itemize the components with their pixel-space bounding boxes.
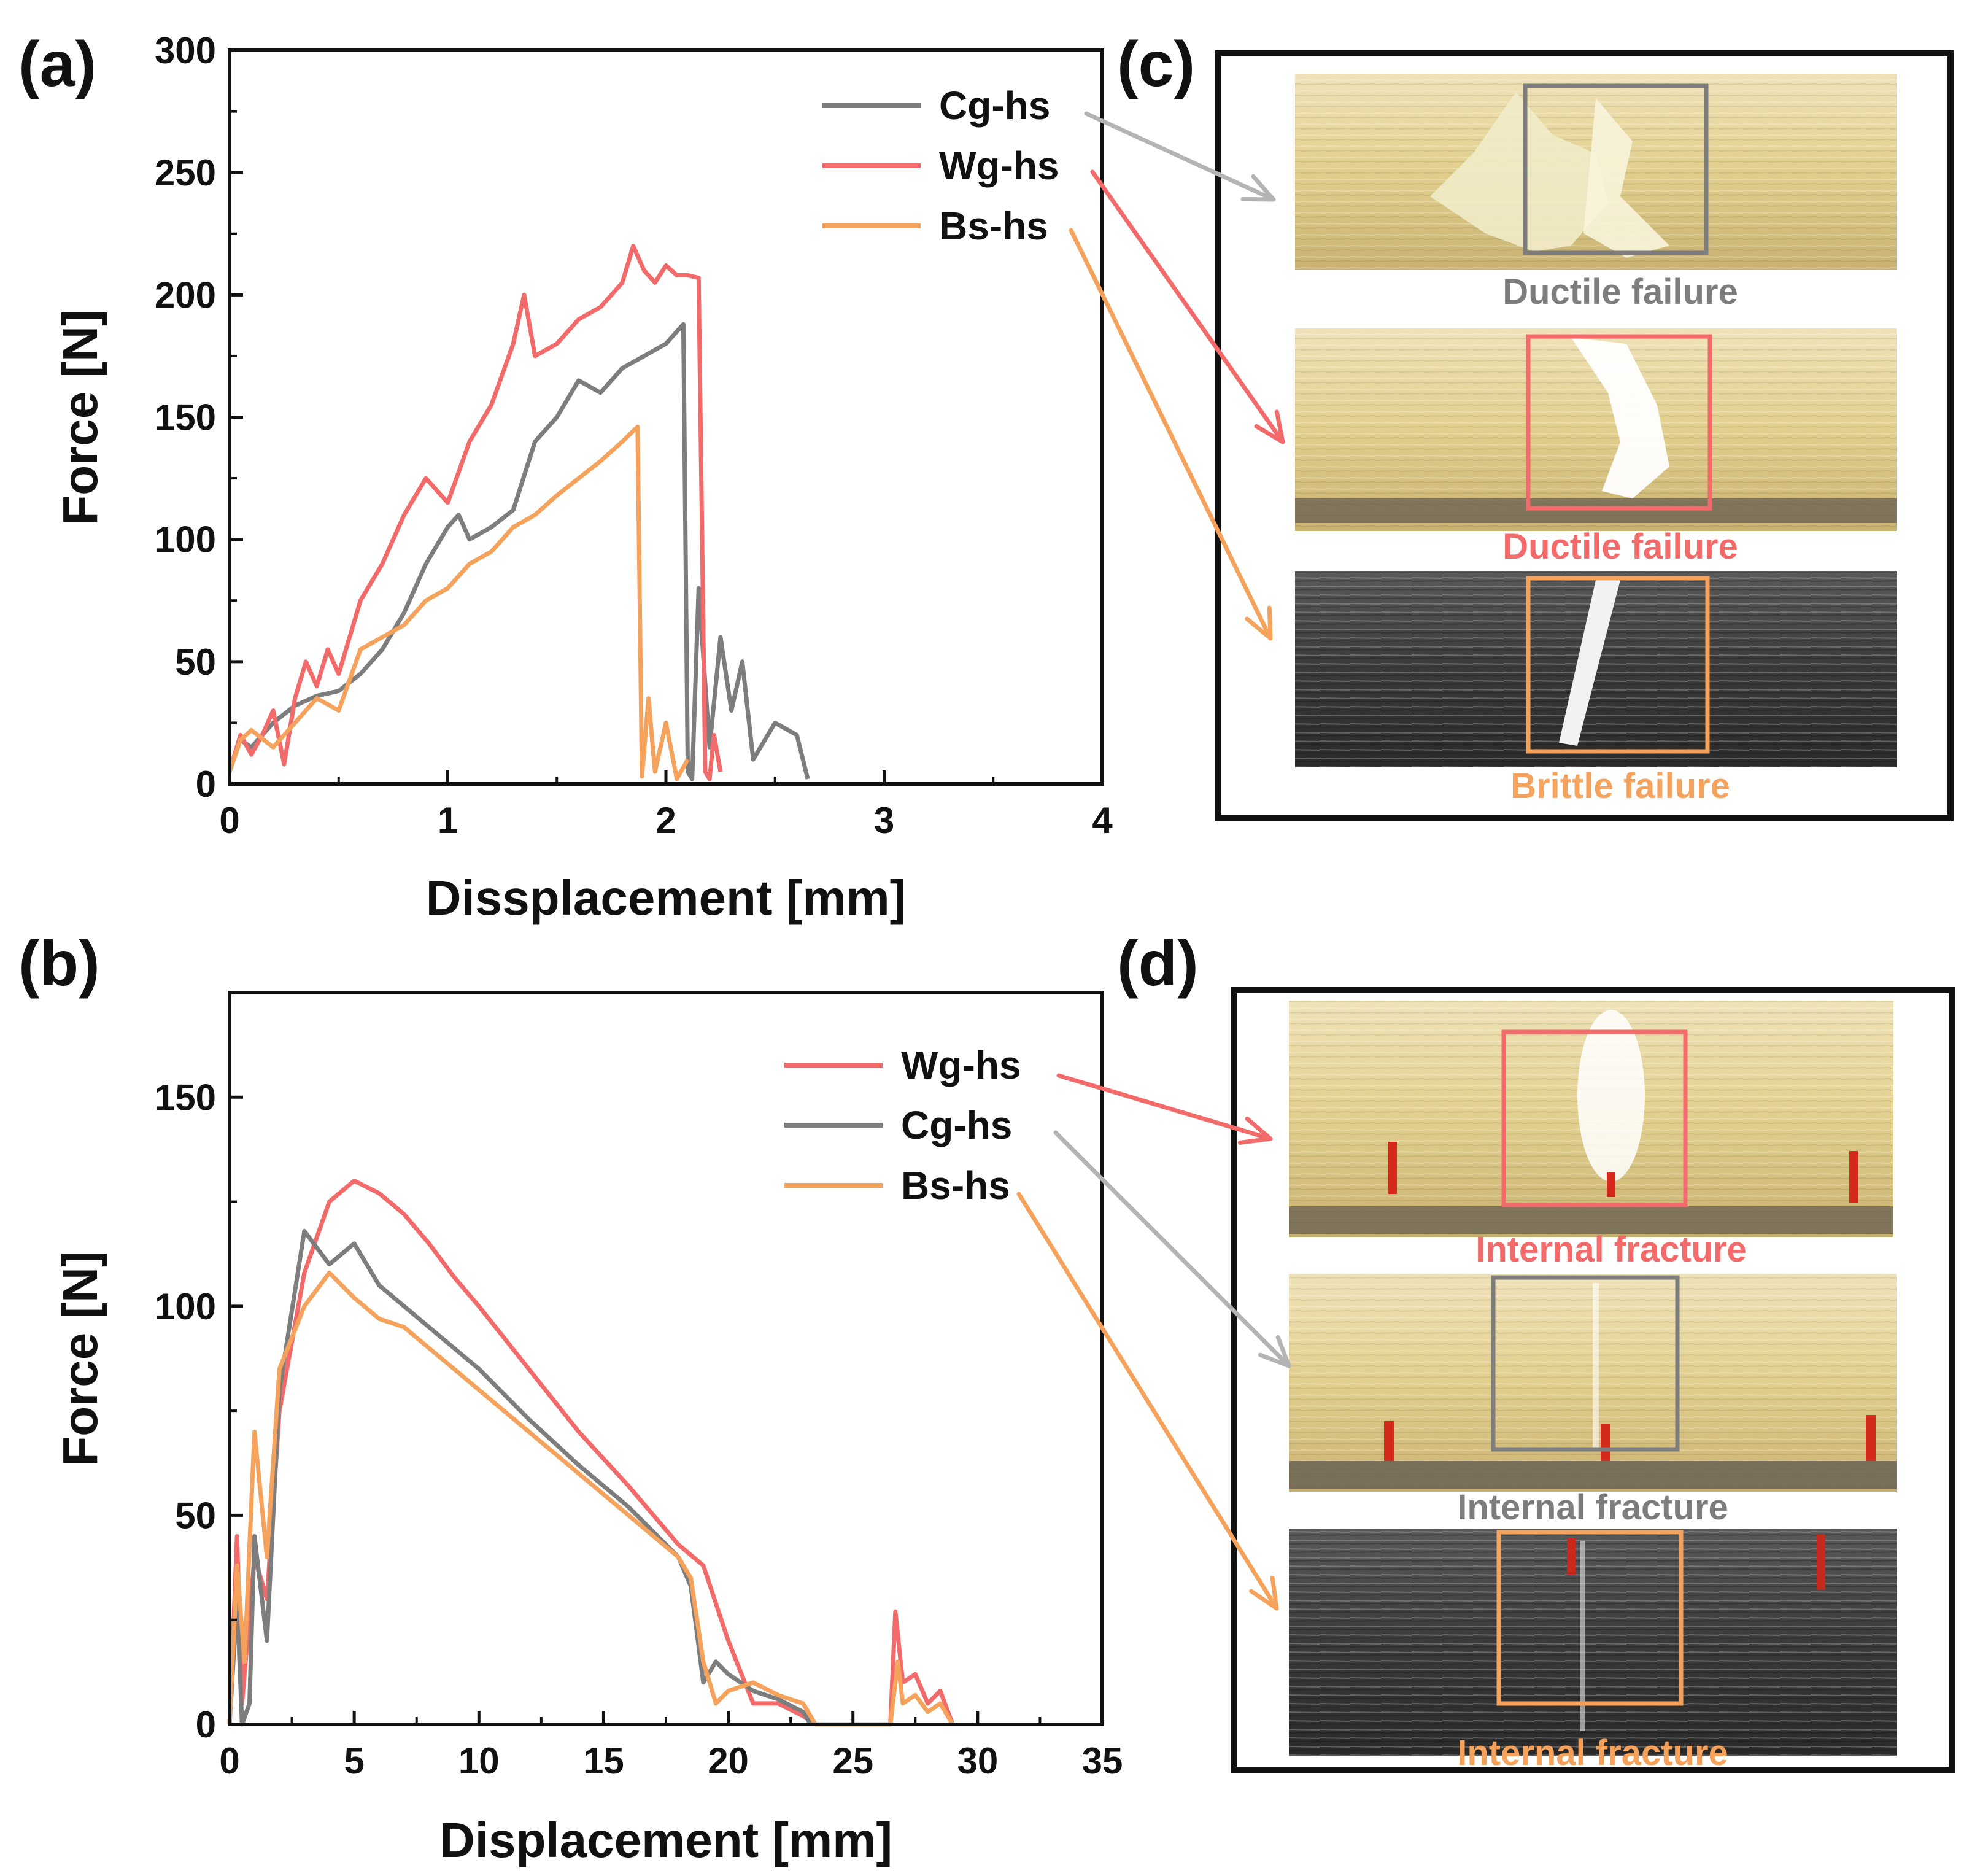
series-line-wg-hs [227,244,723,781]
panel-label-d: (d) [1117,928,1199,999]
chart-b-legend: Wg-hs Cg-hs Bs-hs [784,1043,1021,1207]
photo-c2 [1295,328,1897,531]
caption-c3: Brittle failure [1510,766,1730,806]
panel-label-a: (a) [18,29,96,100]
x-tick-label: 20 [708,1740,749,1781]
arrow-cg-hs [1053,1130,1291,1368]
fracture-shape [1593,1283,1599,1449]
red-marker [1607,1172,1615,1197]
caption-d1: Internal fracture [1475,1230,1747,1269]
x-tick-label: 25 [832,1740,873,1781]
legend-label-bs-hs: Bs-hs [939,204,1048,248]
y-tick-label: 0 [196,764,216,805]
arrow-bs-hs [1016,1192,1279,1611]
highlight-box-red [1526,334,1712,511]
crack-shape [1559,580,1620,746]
x-tick-label: 30 [957,1740,998,1781]
panel-c: Ductile failure Ductile failure Brittle … [1215,50,1954,821]
red-marker [1866,1415,1876,1461]
fracture-shape [1430,92,1608,252]
arrow-wg-hs [1056,1073,1273,1145]
panel-label-b: (b) [18,928,100,999]
chart-a-y-axis: 0 50 100 150 200 250 300 [155,30,243,805]
series-line-wg-hs [227,1179,955,1727]
y-tick-label: 300 [155,30,216,71]
x-tick-label: 0 [219,1740,239,1781]
y-tick-label: 0 [196,1704,216,1745]
chart-a-lines [227,244,810,781]
highlight-box-red [1501,1029,1688,1207]
chart-b: 0 5 10 15 20 25 30 35 0 50 100 150 Displacement [m… [53,991,1123,1867]
series-line-bs-hs [227,1270,955,1727]
chart-b-ylabel: Force [N] [53,1250,107,1466]
legend-label-bs-hs: Bs-hs [901,1163,1010,1207]
y-tick-label: 150 [155,1077,216,1118]
chart-b-frame [228,991,1104,1726]
highlight-box-orange [1496,1530,1684,1706]
red-marker [1567,1538,1576,1575]
red-marker [1817,1535,1825,1590]
x-tick-label: 2 [655,800,676,841]
chart-b-lines [227,1179,955,1727]
connector-arrows [1016,111,1291,1611]
legend-label-cg-hs: Cg-hs [901,1103,1012,1147]
red-marker [1601,1424,1610,1461]
y-tick-label: 50 [175,641,216,683]
x-tick-label: 3 [874,800,894,841]
chart-a-xlabel: Dissplacement [mm] [426,870,906,925]
red-marker [1388,1142,1397,1194]
photo-d1 [1289,1001,1893,1237]
chart-b-y-axis: 0 50 100 150 [155,1077,243,1745]
chart-a-legend: Cg-hs Wg-hs Bs-hs [822,83,1059,248]
red-marker [1849,1151,1858,1203]
y-tick-label: 150 [155,397,216,438]
red-marker [1384,1421,1394,1461]
legend-label-cg-hs: Cg-hs [939,83,1050,128]
chart-a-x-axis: 0 1 2 3 4 [219,770,1113,841]
legend-label-wg-hs: Wg-hs [901,1043,1021,1087]
photo-d2 [1289,1274,1897,1492]
series-line-cg-hs [227,1228,813,1727]
y-tick-label: 200 [155,274,216,316]
x-tick-label: 10 [458,1740,500,1781]
y-tick-label: 50 [175,1495,216,1536]
photo-c3 [1295,571,1897,767]
caption-d2: Internal fracture [1457,1487,1728,1527]
panel-label-c: (c) [1117,29,1195,100]
y-tick-label: 250 [155,152,216,193]
photo-d3 [1289,1529,1897,1756]
chart-b-xlabel: Displacement [mm] [439,1813,892,1867]
x-tick-label: 5 [344,1740,364,1781]
x-tick-label: 35 [1082,1740,1123,1781]
x-tick-label: 1 [438,800,458,841]
highlight-box-gray [1523,83,1709,255]
caption-d3: Internal fracture [1457,1733,1728,1773]
y-tick-label: 100 [155,519,216,560]
x-tick-label: 15 [583,1740,624,1781]
caption-c2: Ductile failure [1502,527,1738,567]
series-line-bs-hs [227,424,690,781]
caption-c1: Ductile failure [1502,272,1738,312]
photo-c1 [1295,74,1897,270]
chart-b-x-axis: 0 5 10 15 20 25 30 35 [219,1711,1123,1781]
legend-label-wg-hs: Wg-hs [939,144,1059,188]
arrow-bs-hs [1069,228,1273,641]
chart-a: 0 1 2 3 4 0 50 100 150 200 250 300 Dissplacement [… [53,30,1113,925]
series-line-cg-hs [227,322,810,781]
fracture-shape [1580,1541,1585,1731]
y-tick-label: 100 [155,1286,216,1327]
highlight-box-orange [1526,576,1710,754]
panel-d: Internal fracture Internal fracture Inte… [1231,987,1955,1773]
highlight-box-gray [1491,1275,1680,1452]
x-tick-label: 4 [1092,800,1113,841]
fracture-shape [1571,338,1669,498]
fracture-shape [1577,1010,1645,1182]
arrow-wg-hs [1090,169,1285,444]
arrow-cg-hs [1084,111,1276,202]
chart-a-ylabel: Force [N] [53,309,107,525]
x-tick-label: 0 [219,800,239,841]
